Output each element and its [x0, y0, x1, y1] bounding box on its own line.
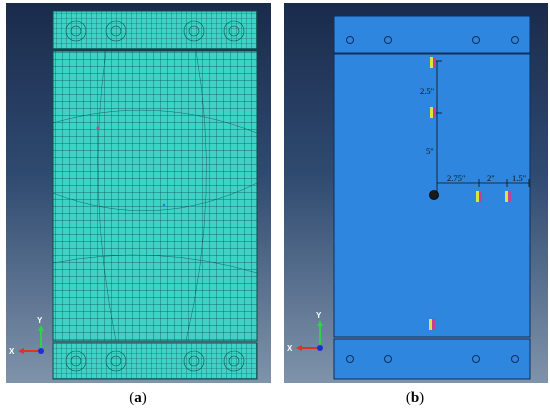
plate-top-bolt-holes — [346, 36, 519, 44]
caption-close-paren: ) — [141, 390, 147, 406]
triad-x-label: X — [287, 344, 293, 353]
plate-bottom-grip — [333, 338, 531, 380]
strain-gauge — [429, 319, 435, 330]
horizontal-dimension-line — [437, 179, 530, 187]
caption-a: (a) — [118, 390, 158, 407]
dim-label-2.75in: 2.75" — [447, 173, 465, 183]
mesh-main-plate — [52, 50, 258, 342]
mesh-bottom-grip — [52, 342, 258, 380]
strain-gauge — [476, 191, 482, 202]
strain-gauge — [430, 57, 436, 68]
caption-open-paren: ( — [405, 390, 411, 406]
strain-gauge — [430, 107, 436, 118]
dim-label-2.5in: 2.5" — [420, 86, 434, 96]
plate-top-grip — [333, 15, 531, 54]
coordinate-triad-b: Y X — [287, 311, 323, 353]
panel-b-gauge-layout: 2.5" 5" 2.75" 2" 1.5" Y X — [284, 3, 548, 383]
gauge-layout-svg: 2.5" 5" 2.75" 2" 1.5" Y X — [287, 15, 531, 380]
dim-label-2in: 2" — [487, 173, 495, 183]
caption-close-paren: ) — [419, 390, 425, 406]
mesh-node-marker — [96, 126, 100, 130]
mesh-top-bolt-holes — [65, 20, 245, 42]
mesh-top-grip — [52, 10, 258, 50]
dim-label-5in: 5" — [426, 146, 434, 156]
triad-x-label: X — [9, 347, 15, 356]
caption-letter: a — [134, 390, 142, 406]
mesh-curvature-lines — [52, 50, 258, 342]
mesh-bottom-bolt-holes — [65, 350, 245, 372]
center-hole — [429, 190, 439, 200]
coordinate-triad-a: Y X — [9, 316, 44, 356]
triad-y-label: Y — [316, 311, 322, 320]
panel-a-mesh-view: Y X — [6, 3, 271, 383]
mesh-node-marker — [162, 203, 166, 207]
dim-label-1.5in: 1.5" — [512, 173, 526, 183]
caption-open-paren: ( — [129, 390, 135, 406]
plate-bottom-bolt-holes — [346, 355, 519, 363]
triad-y-label: Y — [37, 316, 43, 325]
caption-b: (b) — [395, 390, 435, 407]
mesh-model-svg: Y X — [9, 10, 258, 380]
caption-letter: b — [410, 390, 420, 406]
strain-gauge — [505, 191, 511, 202]
